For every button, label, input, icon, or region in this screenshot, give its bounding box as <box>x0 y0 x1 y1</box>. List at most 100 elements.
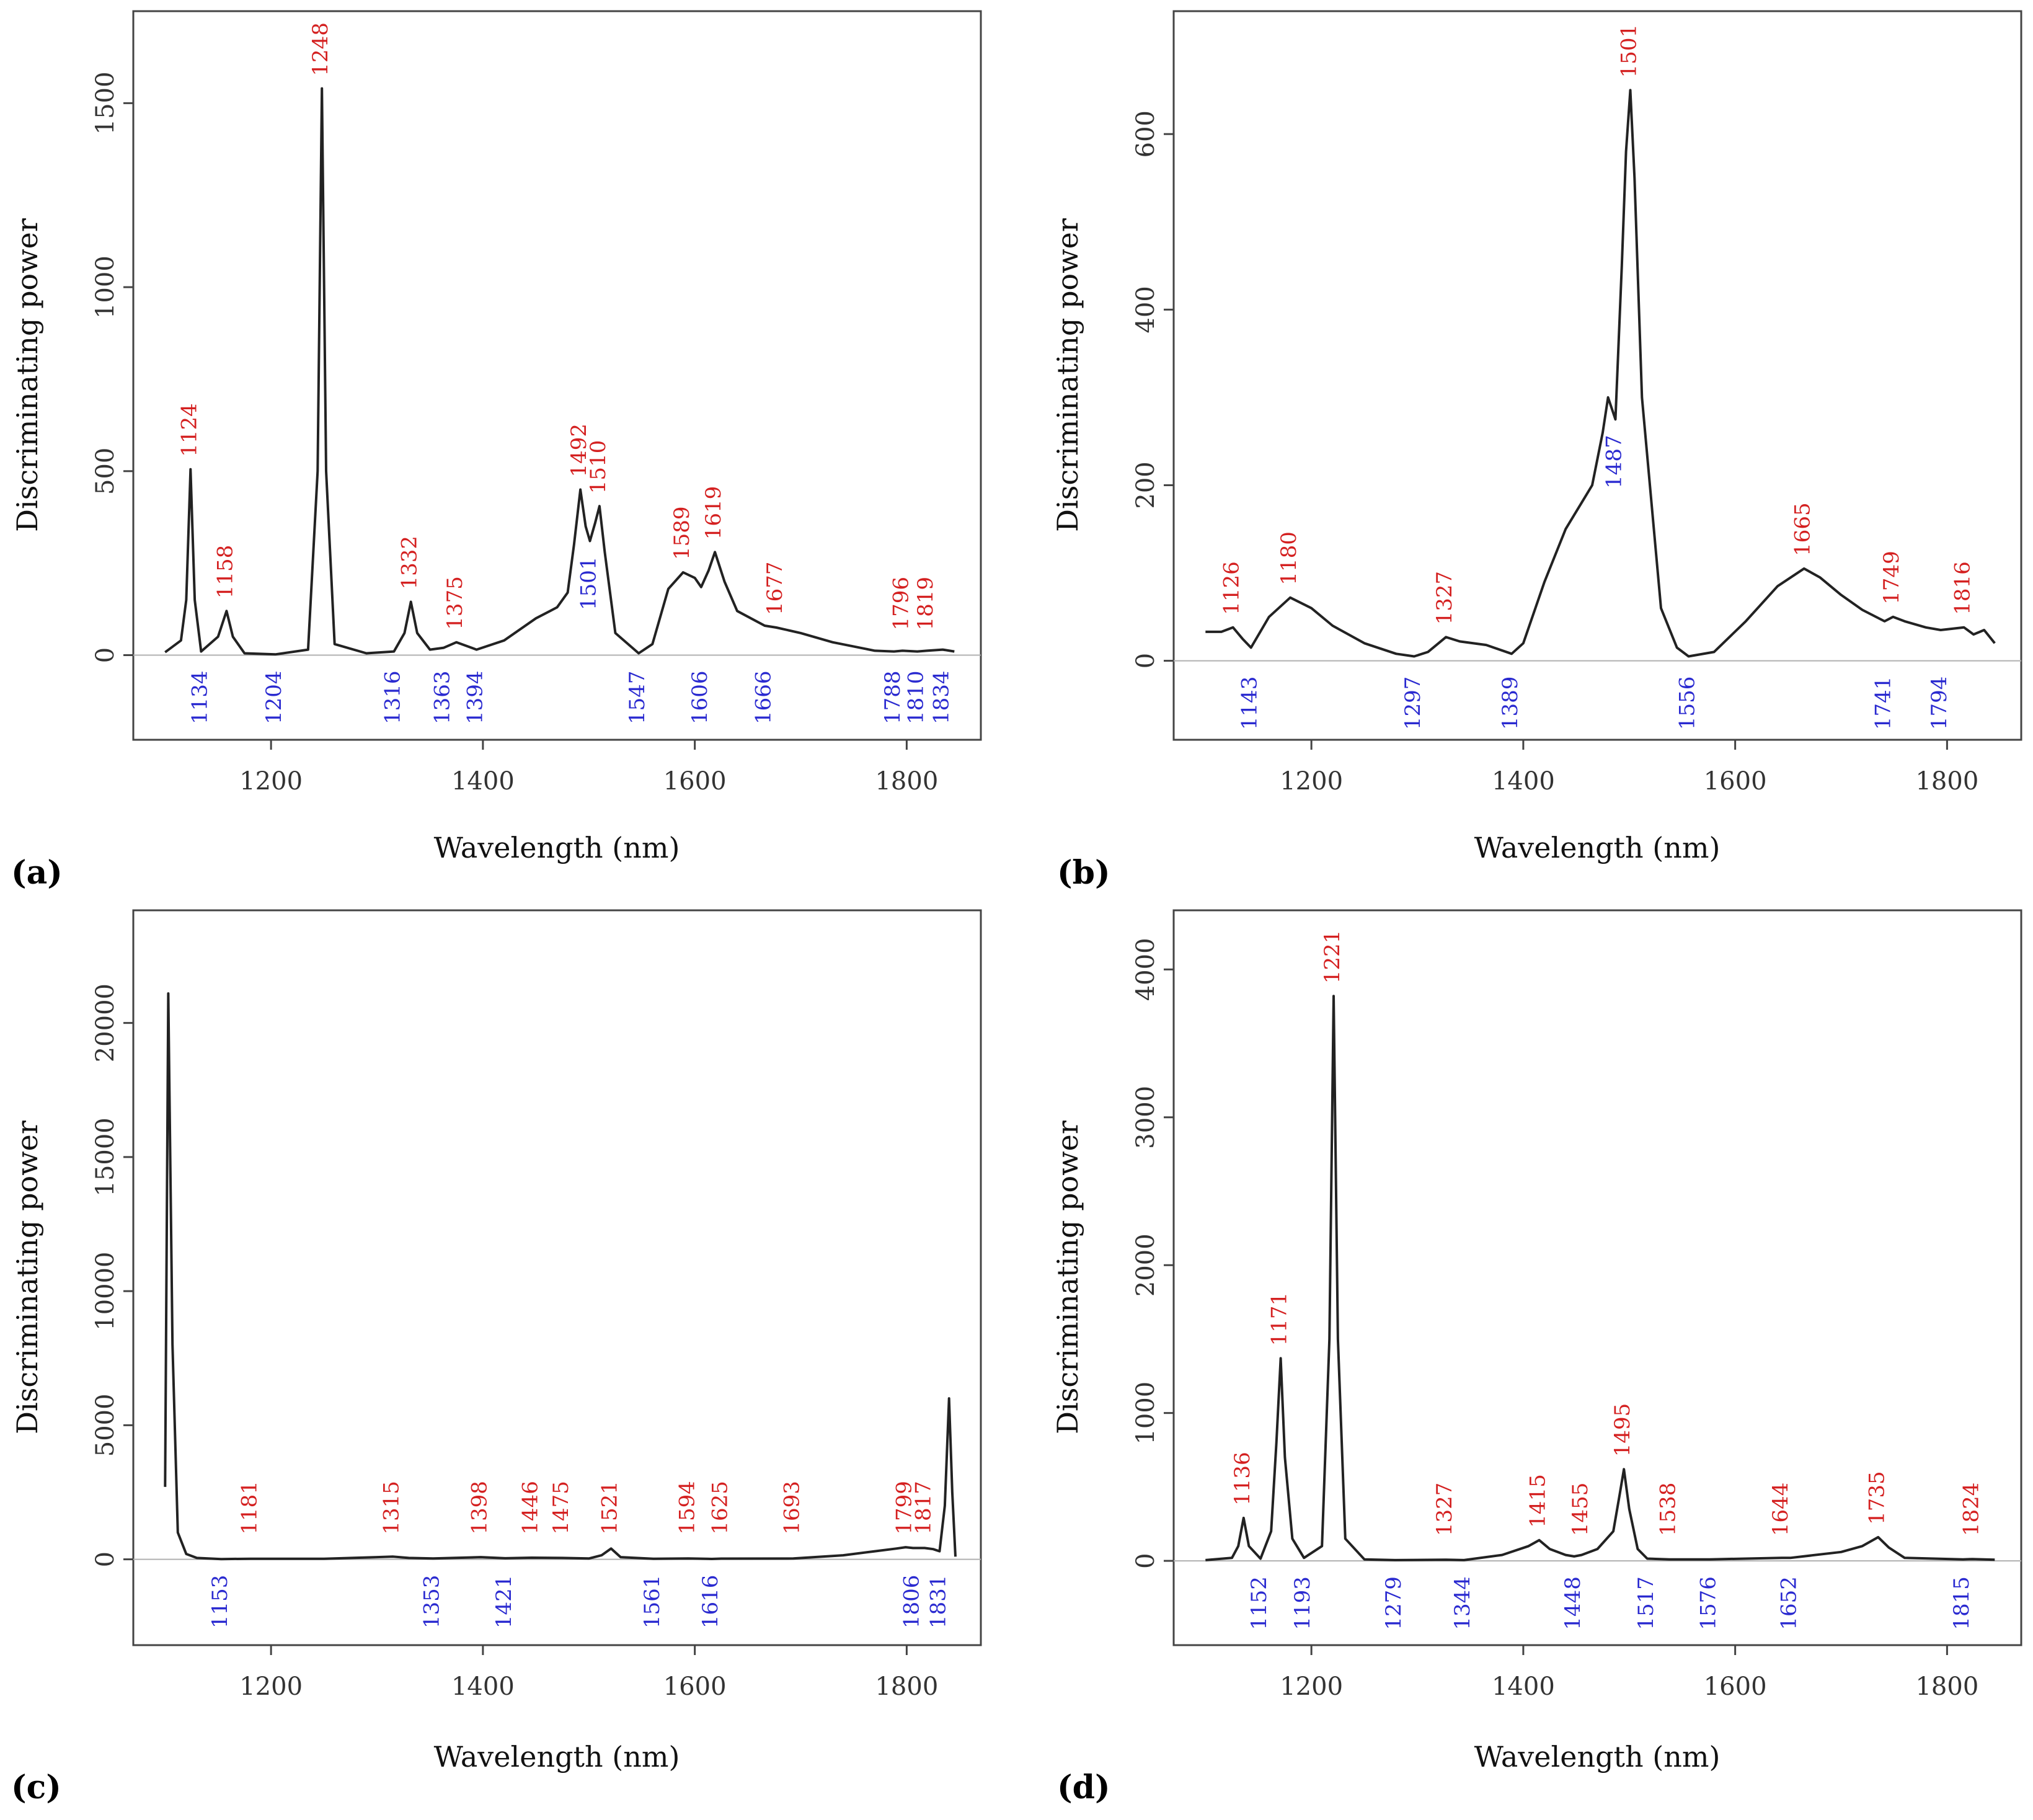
y-tick-label: 2000 <box>1132 1233 1160 1297</box>
max-peak-label: 1735 <box>1864 1471 1889 1525</box>
max-peak-label: 1816 <box>1951 561 1975 615</box>
max-peak-label: 1327 <box>1432 1483 1457 1537</box>
plot-frame <box>132 909 982 1646</box>
min-peak-label: 1152 <box>1247 1576 1272 1630</box>
max-peak-label: 1315 <box>379 1481 404 1535</box>
min-peak-label: 1616 <box>698 1575 723 1629</box>
min-peak-label: 1344 <box>1450 1576 1475 1630</box>
min-peak-label: 1297 <box>1401 677 1425 730</box>
x-tick-label: 1400 <box>451 1672 515 1701</box>
min-peak-label: 1394 <box>463 671 488 725</box>
y-tick-label: 5000 <box>91 1393 120 1457</box>
y-axis-title: Discriminating power <box>1051 218 1084 532</box>
max-peak-label: 1594 <box>675 1481 699 1535</box>
max-peak-label: 1124 <box>177 403 202 457</box>
x-axis-title: Wavelength (nm) <box>434 1740 680 1773</box>
max-peak-label: 1158 <box>213 545 237 599</box>
x-tick-label: 1800 <box>1915 1672 1978 1701</box>
max-peak-label: 1510 <box>586 440 611 494</box>
max-peak-label: 1796 <box>889 577 914 631</box>
y-tick-label: 200 <box>1132 461 1160 508</box>
max-peak-label: 1248 <box>308 22 333 76</box>
min-peak-label: 1143 <box>1238 677 1262 730</box>
min-peak-label: 1810 <box>904 671 929 725</box>
min-peak-label: 1576 <box>1696 1576 1721 1630</box>
min-peak-label: 1421 <box>492 1575 516 1629</box>
x-axis-title: Wavelength (nm) <box>434 831 680 864</box>
plot-frame <box>132 10 982 741</box>
min-peak-label: 1606 <box>688 671 712 725</box>
max-peak-label: 1625 <box>707 1481 732 1535</box>
max-peak-label: 1171 <box>1267 1292 1292 1346</box>
min-peak-label: 1316 <box>380 671 405 725</box>
min-peak-label: 1517 <box>1634 1576 1659 1630</box>
y-tick-label: 0 <box>91 647 120 663</box>
min-peak-label: 1831 <box>926 1575 950 1629</box>
max-peak-label: 1221 <box>1320 930 1345 984</box>
min-peak-label: 1448 <box>1561 1576 1585 1630</box>
max-peak-label: 1693 <box>780 1481 805 1535</box>
max-peak-label: 1501 <box>1617 24 1642 78</box>
x-tick-label: 1800 <box>875 1672 938 1701</box>
max-peak-label: 1665 <box>1791 502 1815 556</box>
max-peak-label: 1455 <box>1568 1483 1593 1537</box>
min-peak-label: 1547 <box>625 671 650 725</box>
panel-c: 1200 1400 1600 1800 0 5000 10000 15000 20000 118… <box>11 909 982 1806</box>
panel-tag: (d) <box>1057 1769 1110 1806</box>
min-peak-label: 1556 <box>1675 677 1700 730</box>
max-peak-label: 1677 <box>763 561 787 615</box>
max-peak-label: 1619 <box>701 486 726 540</box>
max-peak-label: 1475 <box>549 1481 574 1535</box>
min-peak-label: 1134 <box>187 671 212 725</box>
x-tick-label: 1400 <box>1492 1672 1555 1701</box>
max-peak-label: 1327 <box>1432 571 1457 625</box>
peak-labels: 1181 1315 1398 1446 1475 1521 1594 1625 1693 1799… <box>208 1481 951 1628</box>
peak-labels: 1126 1180 1327 1501 1665 1749 1816 1143 1297 1389… <box>1220 24 1975 730</box>
panel-tag: (c) <box>11 1769 61 1806</box>
min-peak-label: 1204 <box>262 671 286 725</box>
min-peak-label: 1834 <box>929 671 954 725</box>
x-tick-label: 1800 <box>875 767 938 796</box>
y-tick-label: 500 <box>91 448 120 495</box>
x-tick-label: 1600 <box>1704 767 1767 796</box>
max-peak-label: 1136 <box>1230 1452 1255 1506</box>
x-tick-label: 1200 <box>239 767 303 796</box>
plot-frame <box>1172 10 2022 741</box>
plot-frame <box>1172 909 2022 1646</box>
y-tick-label: 400 <box>1132 286 1160 333</box>
axis-ticks: 1200 1400 1600 1800 0 5000 10000 15000 20000 <box>91 983 938 1701</box>
min-peak-label: 1501 <box>577 557 601 611</box>
max-peak-label: 1495 <box>1610 1403 1635 1457</box>
min-peak-label: 1794 <box>1927 677 1952 730</box>
max-peak-label: 1817 <box>911 1481 936 1535</box>
spectrum-line <box>1205 995 1995 1561</box>
axis-ticks: 1200 1400 1600 1800 0 200 400 600 <box>1132 110 1978 796</box>
x-tick-label: 1400 <box>451 767 515 796</box>
y-tick-label: 1500 <box>91 71 120 135</box>
max-peak-label: 1521 <box>598 1481 622 1535</box>
panel-tag: (a) <box>11 854 63 892</box>
x-axis-title: Wavelength (nm) <box>1474 1740 1721 1773</box>
x-tick-label: 1200 <box>1280 767 1343 796</box>
panel-tag: (b) <box>1057 854 1110 892</box>
max-peak-label: 1180 <box>1277 531 1301 585</box>
max-peak-label: 1375 <box>443 576 467 630</box>
peak-labels: 1136 1171 1221 1327 1415 1455 1495 1538 1644 1735… <box>1230 930 1984 1630</box>
spectrum-line <box>164 992 957 1561</box>
y-axis-title: Discriminating power <box>11 218 44 532</box>
min-peak-label: 1788 <box>880 671 905 725</box>
y-tick-label: 1000 <box>1132 1382 1160 1445</box>
y-tick-label: 20000 <box>91 983 120 1062</box>
max-peak-label: 1332 <box>397 536 422 590</box>
spectrum-line <box>164 87 955 656</box>
x-tick-label: 1600 <box>663 1672 727 1701</box>
y-tick-label: 0 <box>91 1551 120 1567</box>
max-peak-label: 1644 <box>1768 1483 1793 1537</box>
max-peak-label: 1819 <box>913 577 938 631</box>
min-peak-label: 1806 <box>900 1575 924 1629</box>
min-peak-label: 1193 <box>1290 1576 1315 1630</box>
min-peak-label: 1279 <box>1381 1576 1406 1630</box>
